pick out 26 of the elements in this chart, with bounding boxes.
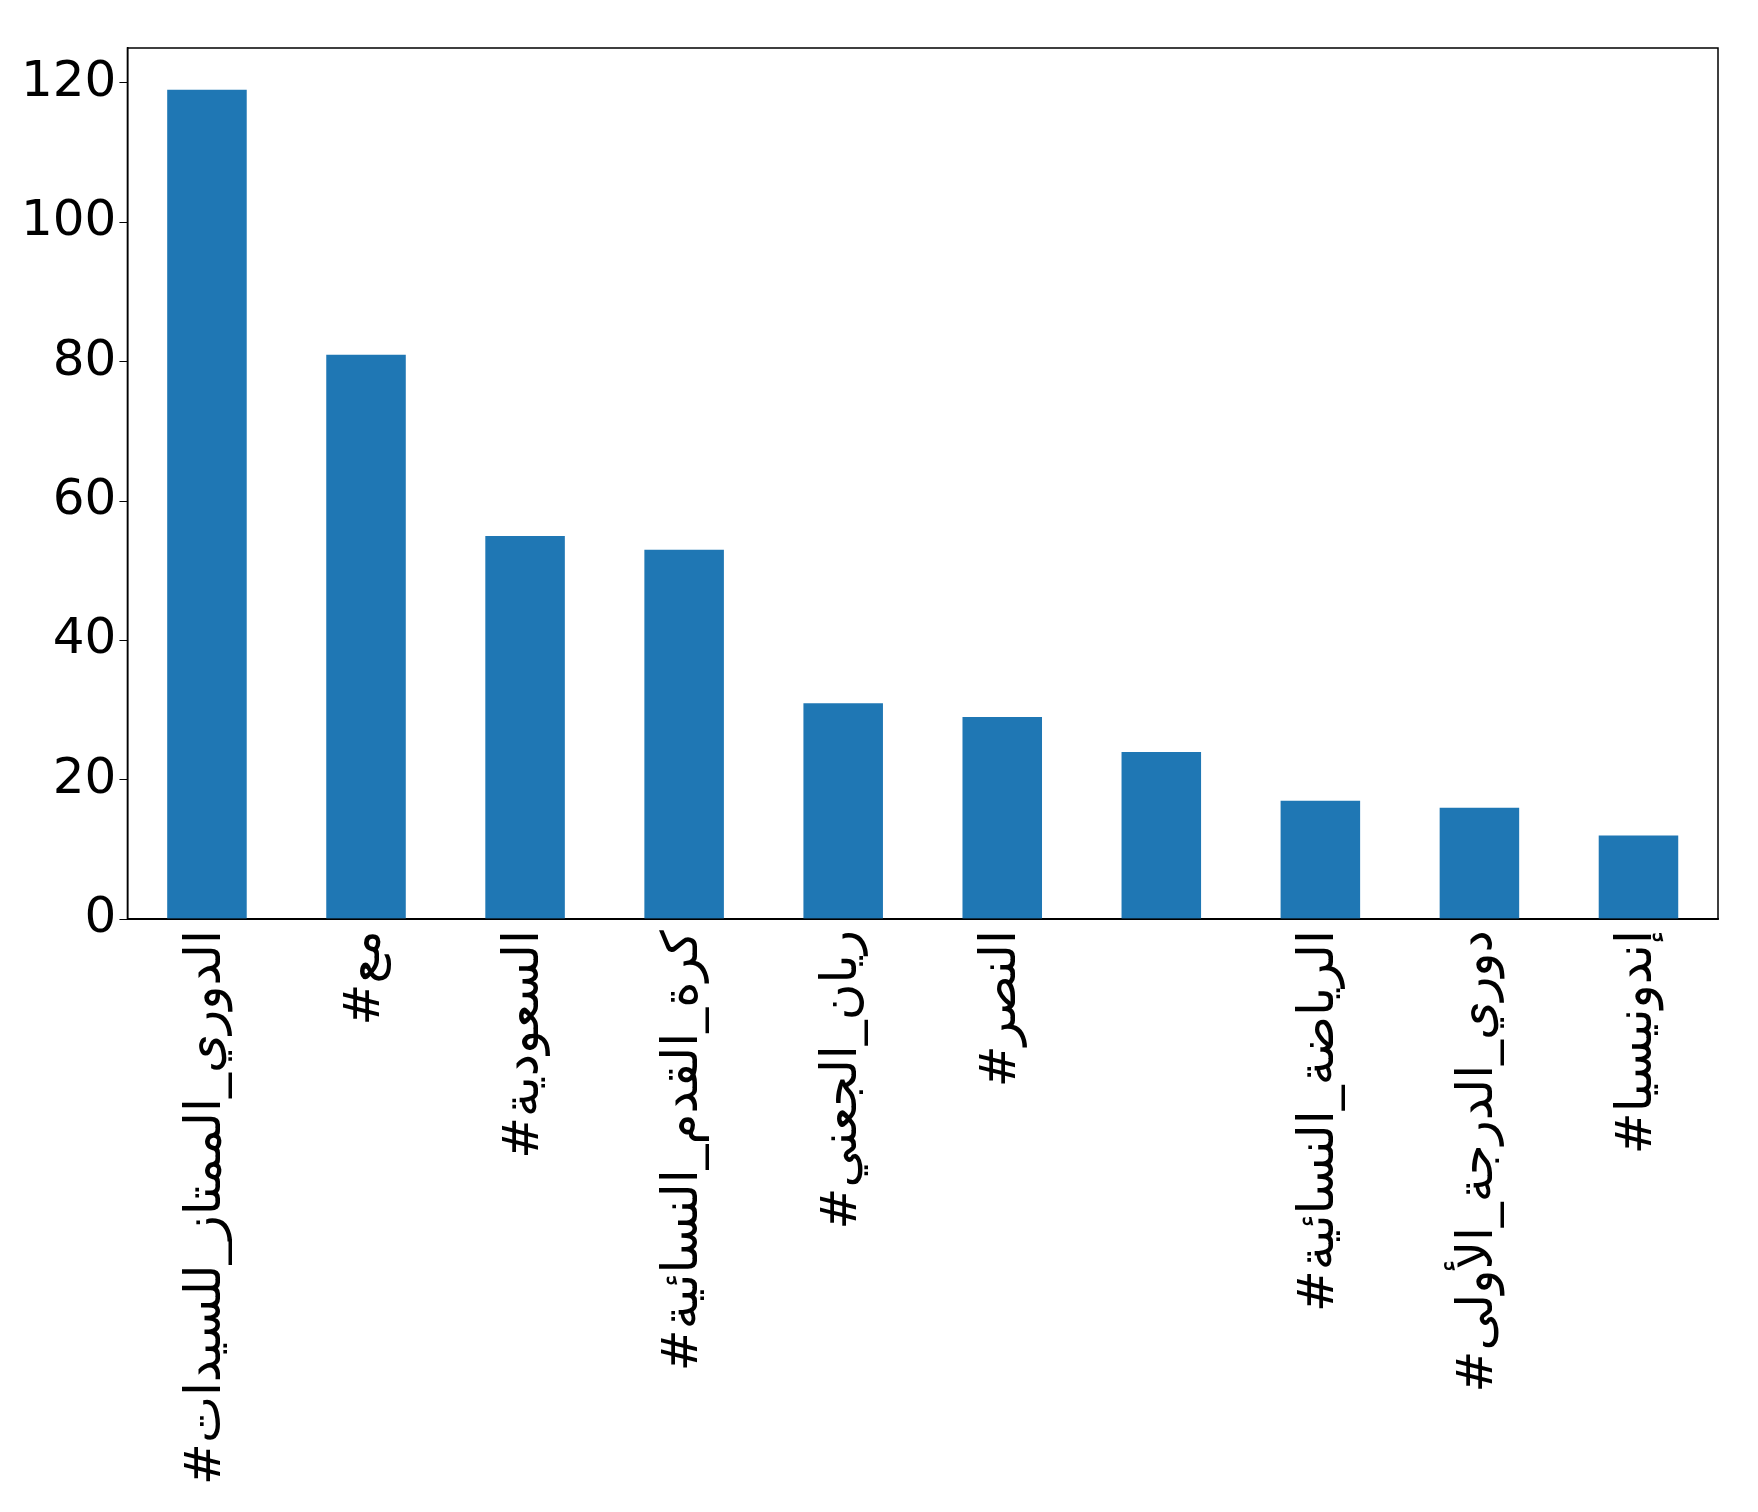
x-tick-label: #السعودية [492, 930, 551, 1159]
x-tick-label: #إندونيسيا [1605, 930, 1665, 1155]
bar [1598, 835, 1679, 919]
y-tick-label: 120 [21, 49, 117, 108]
y-tick-label: 40 [52, 607, 117, 666]
y-tick-label: 60 [52, 468, 117, 527]
bar [326, 354, 406, 919]
x-tick-label: #النصر [969, 930, 1028, 1088]
y-tick-label: 80 [52, 328, 117, 387]
bar [1121, 751, 1202, 919]
x-tick-label: #دوري_الدرجة_الأولى [1444, 930, 1506, 1393]
bar [167, 89, 247, 919]
x-tick-label: #الدوري_الممتاز_للسيدات [173, 930, 233, 1486]
bar [644, 549, 724, 919]
x-tick-label: #مع [333, 930, 392, 1026]
y-tick-label: 100 [21, 189, 117, 248]
bar [803, 703, 883, 919]
bar [1439, 807, 1520, 919]
x-tick-label: #كرة_القدم_النسائية [651, 930, 710, 1372]
x-tick-label: #الرياضة_النسائية [1287, 930, 1346, 1313]
bar [962, 717, 1043, 919]
bar [1280, 800, 1361, 919]
y-tick-label: 0 [84, 886, 117, 945]
y-tick-label: 20 [52, 746, 117, 805]
x-tick-label: #ريان_الجعني [810, 930, 869, 1230]
bar [485, 535, 565, 919]
